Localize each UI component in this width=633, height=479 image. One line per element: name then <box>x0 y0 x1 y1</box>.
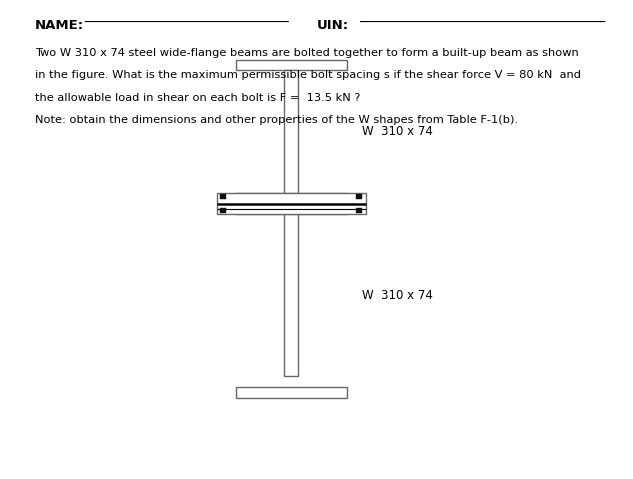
Bar <box>236 193 347 204</box>
Text: W  310 x 74: W 310 x 74 <box>362 288 433 302</box>
Text: UIN:: UIN: <box>316 19 349 32</box>
Bar <box>236 60 347 70</box>
Text: W  310 x 74: W 310 x 74 <box>362 125 433 138</box>
Bar <box>236 204 347 214</box>
Bar <box>220 208 227 213</box>
Bar <box>216 193 366 214</box>
Bar <box>236 387 347 398</box>
Bar <box>284 214 298 376</box>
Bar <box>356 208 362 213</box>
Text: Two W 310 x 74 steel wide-flange beams are bolted together to form a built-up be: Two W 310 x 74 steel wide-flange beams a… <box>35 48 579 58</box>
Bar <box>284 70 298 204</box>
Text: the allowable load in shear on each bolt is F =  13.5 kN ?: the allowable load in shear on each bolt… <box>35 93 360 103</box>
Bar <box>220 194 227 199</box>
Text: NAME:: NAME: <box>35 19 84 32</box>
Bar <box>356 194 362 199</box>
Text: Note: obtain the dimensions and other properties of the W shapes from Table F-1(: Note: obtain the dimensions and other pr… <box>35 115 518 125</box>
Text: in the figure. What is the maximum permissible bolt spacing s if the shear force: in the figure. What is the maximum permi… <box>35 70 581 80</box>
